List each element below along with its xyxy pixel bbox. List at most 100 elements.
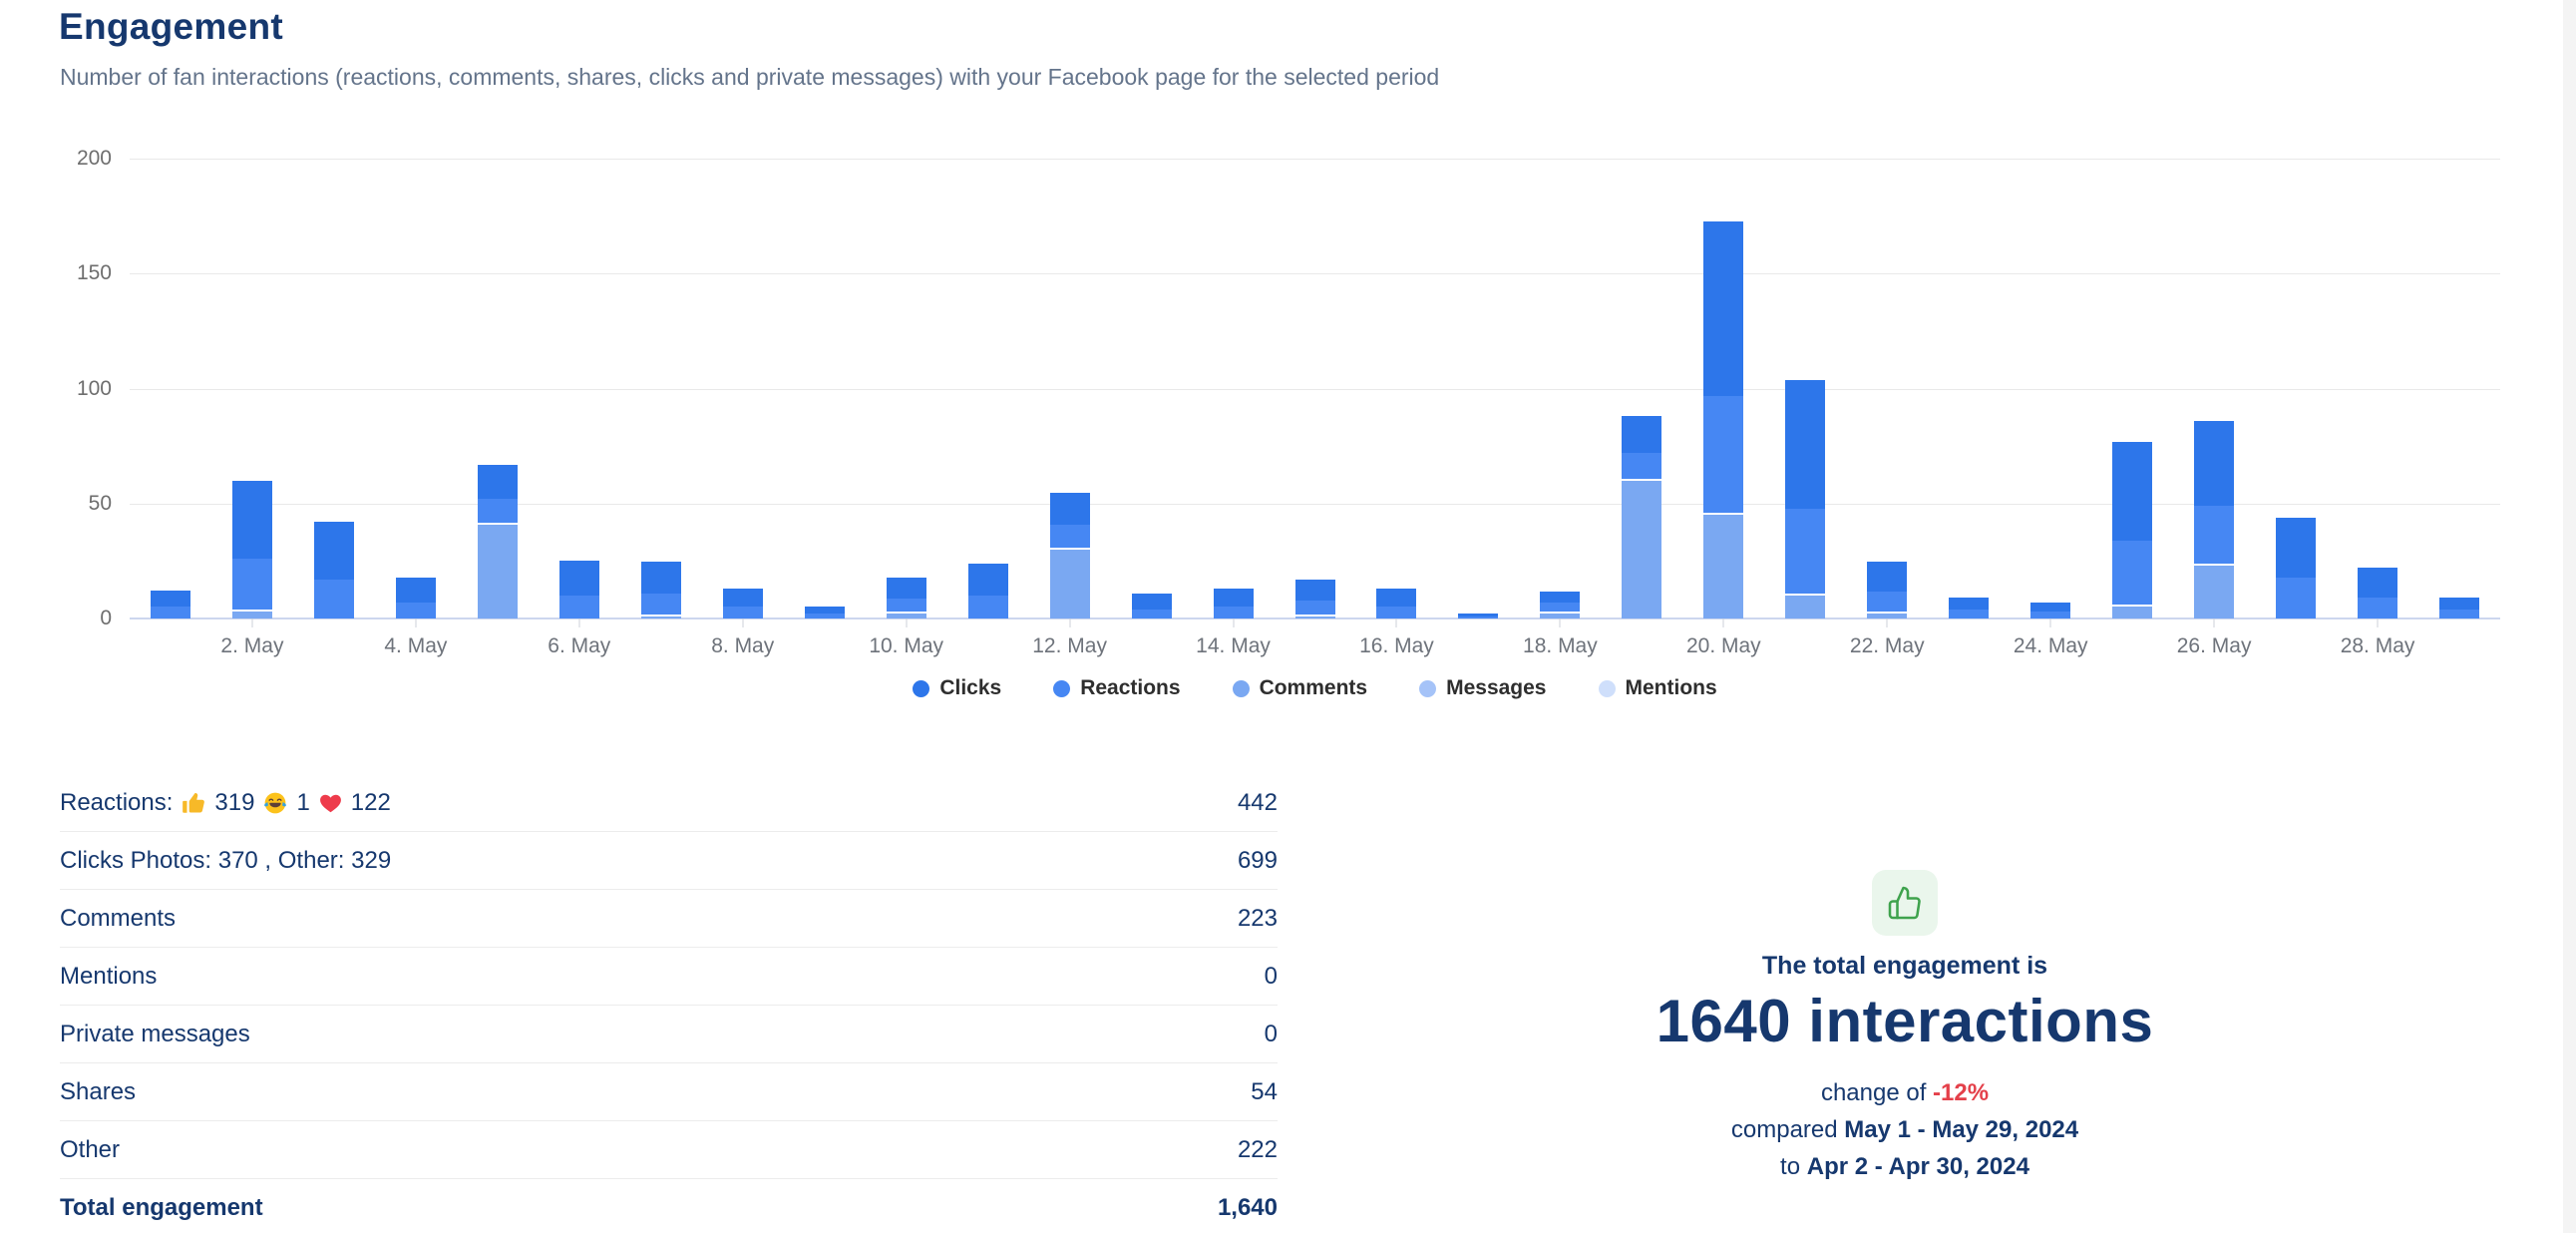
bar-segment-reactions[interactable]	[2439, 609, 2480, 618]
chart-bar[interactable]	[477, 159, 518, 618]
bar-segment-comments[interactable]	[1294, 616, 1335, 618]
chart-bar[interactable]	[886, 159, 926, 618]
bar-segment-reactions[interactable]	[1213, 607, 1254, 618]
chart-bar[interactable]	[1213, 159, 1254, 618]
legend-item-messages[interactable]: Messages	[1419, 676, 1547, 700]
chart-bar[interactable]	[2030, 159, 2071, 618]
legend-item-reactions[interactable]: Reactions	[1053, 676, 1181, 700]
bar-segment-comments[interactable]	[1785, 595, 1826, 618]
scrollbar-track[interactable]	[2563, 0, 2576, 1233]
bar-segment-comments[interactable]	[640, 616, 681, 618]
bar-segment-comments[interactable]	[1622, 480, 1662, 618]
bar-segment-reactions[interactable]	[1049, 524, 1090, 550]
chart-bar[interactable]	[2358, 159, 2398, 618]
bar-segment-reactions[interactable]	[1867, 591, 1908, 615]
chart-bar[interactable]	[231, 159, 272, 618]
bar-segment-comments[interactable]	[1703, 515, 1744, 618]
bar-segment-reactions[interactable]	[2358, 598, 2398, 618]
bar-segment-reactions[interactable]	[2112, 540, 2153, 608]
bar-segment-clicks[interactable]	[967, 563, 1008, 596]
bar-segment-clicks[interactable]	[1622, 416, 1662, 454]
bar-segment-reactions[interactable]	[804, 614, 845, 618]
bar-segment-clicks[interactable]	[1867, 561, 1908, 592]
bar-segment-comments[interactable]	[477, 524, 518, 618]
bar-segment-reactions[interactable]	[313, 579, 354, 618]
bar-segment-reactions[interactable]	[1294, 600, 1335, 617]
bar-segment-reactions[interactable]	[1376, 607, 1417, 618]
bar-segment-clicks[interactable]	[2112, 441, 2153, 541]
chart-bar[interactable]	[1867, 159, 1908, 618]
bar-segment-reactions[interactable]	[886, 598, 926, 615]
bar-segment-clicks[interactable]	[1376, 589, 1417, 608]
bar-segment-clicks[interactable]	[1458, 614, 1499, 617]
bar-segment-reactions[interactable]	[2030, 612, 2071, 618]
chart-bar[interactable]	[395, 159, 436, 618]
chart-bar[interactable]	[313, 159, 354, 618]
legend-item-clicks[interactable]: Clicks	[913, 676, 1001, 700]
chart-bar[interactable]	[640, 159, 681, 618]
bar-segment-reactions[interactable]	[2194, 506, 2235, 566]
bar-segment-comments[interactable]	[2194, 566, 2235, 618]
bar-segment-clicks[interactable]	[313, 522, 354, 580]
chart-bar[interactable]	[1458, 159, 1499, 618]
bar-segment-clicks[interactable]	[558, 561, 599, 596]
bar-segment-comments[interactable]	[1540, 614, 1581, 618]
bar-segment-comments[interactable]	[1049, 549, 1090, 618]
bar-segment-clicks[interactable]	[1131, 593, 1172, 610]
bar-segment-clicks[interactable]	[640, 561, 681, 594]
bar-segment-clicks[interactable]	[2358, 568, 2398, 599]
chart-bar[interactable]	[1376, 159, 1417, 618]
chart-bar[interactable]	[1622, 159, 1662, 618]
bar-segment-reactions[interactable]	[395, 602, 436, 618]
bar-segment-reactions[interactable]	[231, 559, 272, 613]
chart-bar[interactable]	[967, 159, 1008, 618]
bar-segment-clicks[interactable]	[2276, 517, 2317, 578]
bar-segment-clicks[interactable]	[1213, 589, 1254, 608]
bar-segment-reactions[interactable]	[477, 499, 518, 525]
bar-segment-reactions[interactable]	[1131, 609, 1172, 618]
bar-segment-reactions[interactable]	[1622, 453, 1662, 481]
bar-segment-clicks[interactable]	[2030, 602, 2071, 613]
bar-segment-reactions[interactable]	[558, 595, 599, 618]
chart-bar[interactable]	[2439, 159, 2480, 618]
bar-segment-clicks[interactable]	[2194, 421, 2235, 507]
bar-segment-reactions[interactable]	[2276, 577, 2317, 618]
bar-segment-clicks[interactable]	[150, 591, 190, 608]
chart-bar[interactable]	[1294, 159, 1335, 618]
chart-bar[interactable]	[1785, 159, 1826, 618]
chart-bar[interactable]	[722, 159, 763, 618]
bar-segment-clicks[interactable]	[804, 607, 845, 615]
bar-segment-comments[interactable]	[2112, 607, 2153, 618]
bar-segment-reactions[interactable]	[1458, 616, 1499, 618]
bar-segment-reactions[interactable]	[967, 595, 1008, 618]
bar-segment-comments[interactable]	[231, 612, 272, 618]
bar-segment-comments[interactable]	[1867, 614, 1908, 618]
bar-segment-clicks[interactable]	[477, 464, 518, 500]
chart-bar[interactable]	[804, 159, 845, 618]
bar-segment-reactions[interactable]	[722, 607, 763, 618]
bar-segment-clicks[interactable]	[231, 481, 272, 560]
chart-bar[interactable]	[1540, 159, 1581, 618]
bar-segment-clicks[interactable]	[1049, 492, 1090, 525]
chart-bar[interactable]	[2194, 159, 2235, 618]
bar-segment-clicks[interactable]	[1785, 379, 1826, 509]
bar-segment-reactions[interactable]	[1785, 508, 1826, 596]
bar-segment-clicks[interactable]	[2439, 598, 2480, 610]
chart-bar[interactable]	[558, 159, 599, 618]
legend-item-mentions[interactable]: Mentions	[1598, 676, 1717, 700]
legend-item-comments[interactable]: Comments	[1232, 676, 1367, 700]
chart-bar[interactable]	[1049, 159, 1090, 618]
chart-bar[interactable]	[1703, 159, 1744, 618]
chart-bar[interactable]	[1949, 159, 1990, 618]
bar-segment-clicks[interactable]	[1540, 591, 1581, 604]
bar-segment-reactions[interactable]	[1703, 395, 1744, 516]
bar-segment-reactions[interactable]	[640, 593, 681, 617]
bar-segment-clicks[interactable]	[722, 589, 763, 608]
bar-segment-clicks[interactable]	[1949, 598, 1990, 610]
chart-bar[interactable]	[150, 159, 190, 618]
bar-segment-clicks[interactable]	[886, 577, 926, 599]
bar-segment-reactions[interactable]	[150, 607, 190, 618]
chart-bar[interactable]	[1131, 159, 1172, 618]
chart-bar[interactable]	[2112, 159, 2153, 618]
bar-segment-reactions[interactable]	[1949, 609, 1990, 618]
